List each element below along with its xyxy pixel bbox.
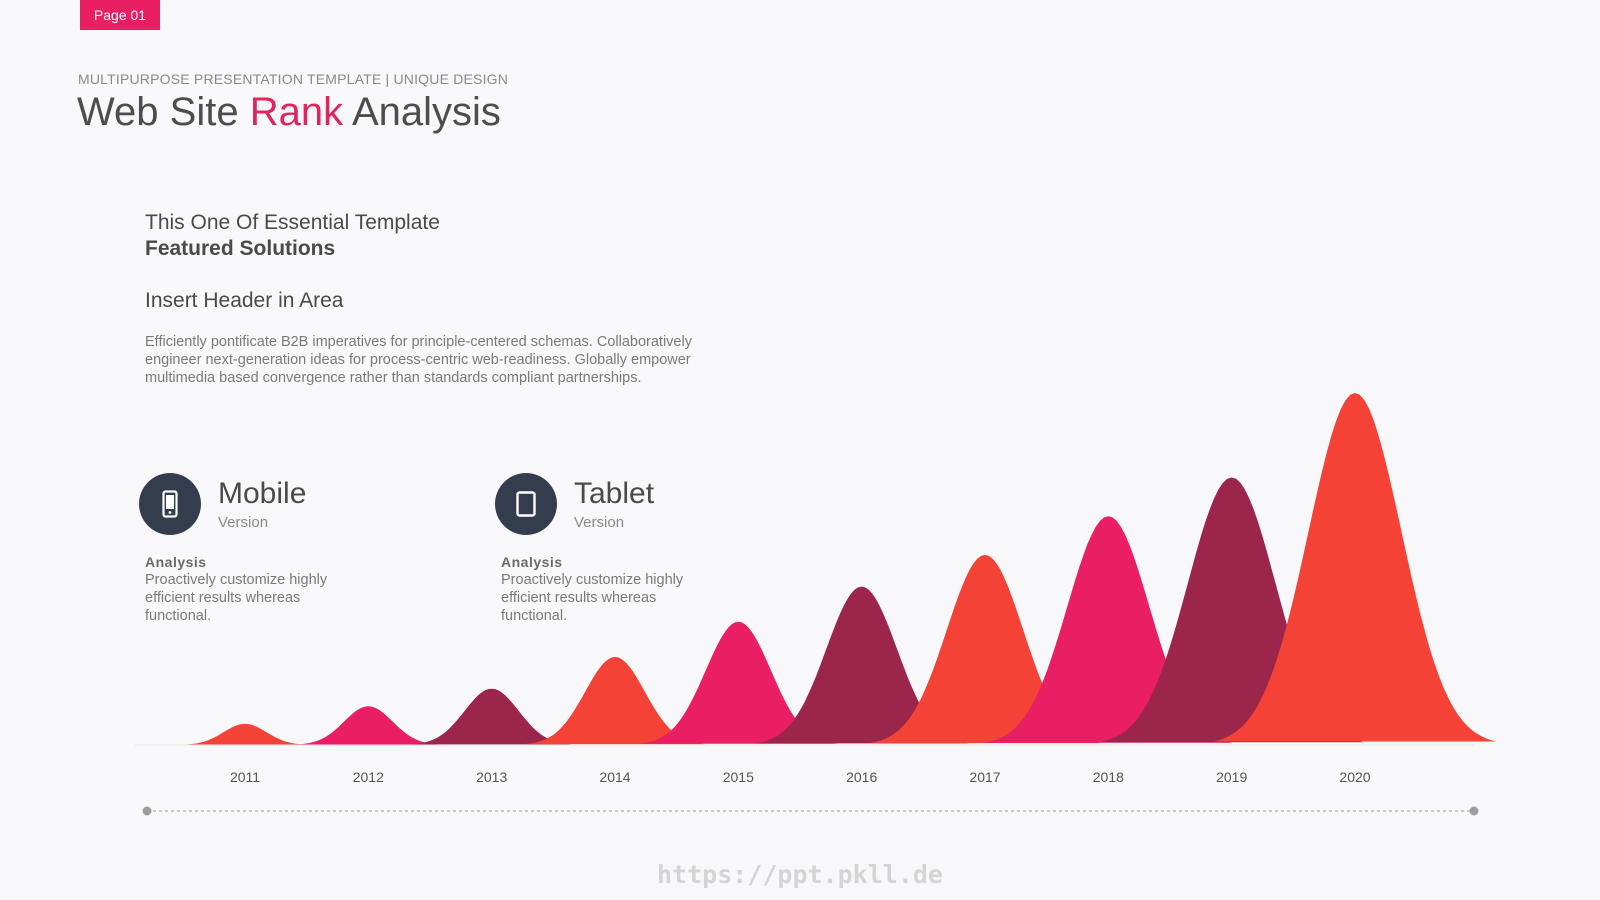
x-label-2013: 2013	[476, 769, 507, 785]
watermark-url: https://ppt.pkll.de	[657, 860, 943, 889]
feature-title: Tablet	[574, 477, 655, 510]
title-accent: Rank	[249, 90, 344, 134]
peak-2014	[524, 657, 706, 745]
feature-description: Proactively customize highly efficient r…	[145, 572, 328, 624]
peak-2013	[409, 688, 574, 745]
x-label-2015: 2015	[723, 769, 754, 785]
page-number-badge: Page 01	[80, 0, 160, 30]
x-label-2012: 2012	[353, 769, 384, 785]
timeline-axis	[142, 806, 1479, 816]
tablet-icon	[495, 473, 557, 535]
peak-2020	[1214, 393, 1496, 742]
x-label-2019: 2019	[1216, 769, 1247, 785]
x-label-2011: 2011	[230, 769, 260, 785]
peak-2015	[639, 621, 838, 744]
x-label-2018: 2018	[1093, 769, 1124, 785]
feature-title: Mobile	[218, 477, 307, 510]
peak-2016	[754, 586, 969, 744]
timeline-start-dot	[142, 806, 152, 816]
intro-line2: Featured Solutions	[145, 237, 336, 260]
page-subtitle: MULTIPURPOSE PRESENTATION TEMPLATE | UNI…	[78, 71, 509, 87]
intro-line1: This One Of Essential Template	[145, 211, 440, 234]
title-part1: Web Site	[77, 90, 250, 134]
peak-2012	[294, 706, 442, 745]
title-part2: Analysis	[343, 90, 501, 134]
section-header: Insert Header in Area	[145, 289, 344, 312]
feature-label: Analysis	[145, 554, 207, 570]
section-body: Efficiently pontificate B2B imperatives …	[145, 334, 692, 386]
x-label-2016: 2016	[846, 769, 877, 785]
feature-description: Proactively customize highly efficient r…	[501, 572, 684, 624]
page-title: Web Site Rank Analysis	[77, 90, 501, 135]
timeline-end-dot	[1469, 806, 1479, 816]
x-label-2020: 2020	[1339, 769, 1370, 785]
feature-subtitle: Version	[218, 514, 269, 531]
x-label-2017: 2017	[969, 769, 1000, 785]
chart-peaks	[180, 393, 1496, 745]
feature-label: Analysis	[501, 554, 563, 570]
x-axis-labels: 2011 2012 2013 2014 2015 2016 2017 2018 2019 2020	[230, 769, 1371, 785]
peak-2011	[180, 723, 310, 745]
x-label-2014: 2014	[599, 769, 630, 785]
feature-subtitle: Version	[574, 514, 625, 531]
smartphone-icon	[139, 473, 201, 535]
